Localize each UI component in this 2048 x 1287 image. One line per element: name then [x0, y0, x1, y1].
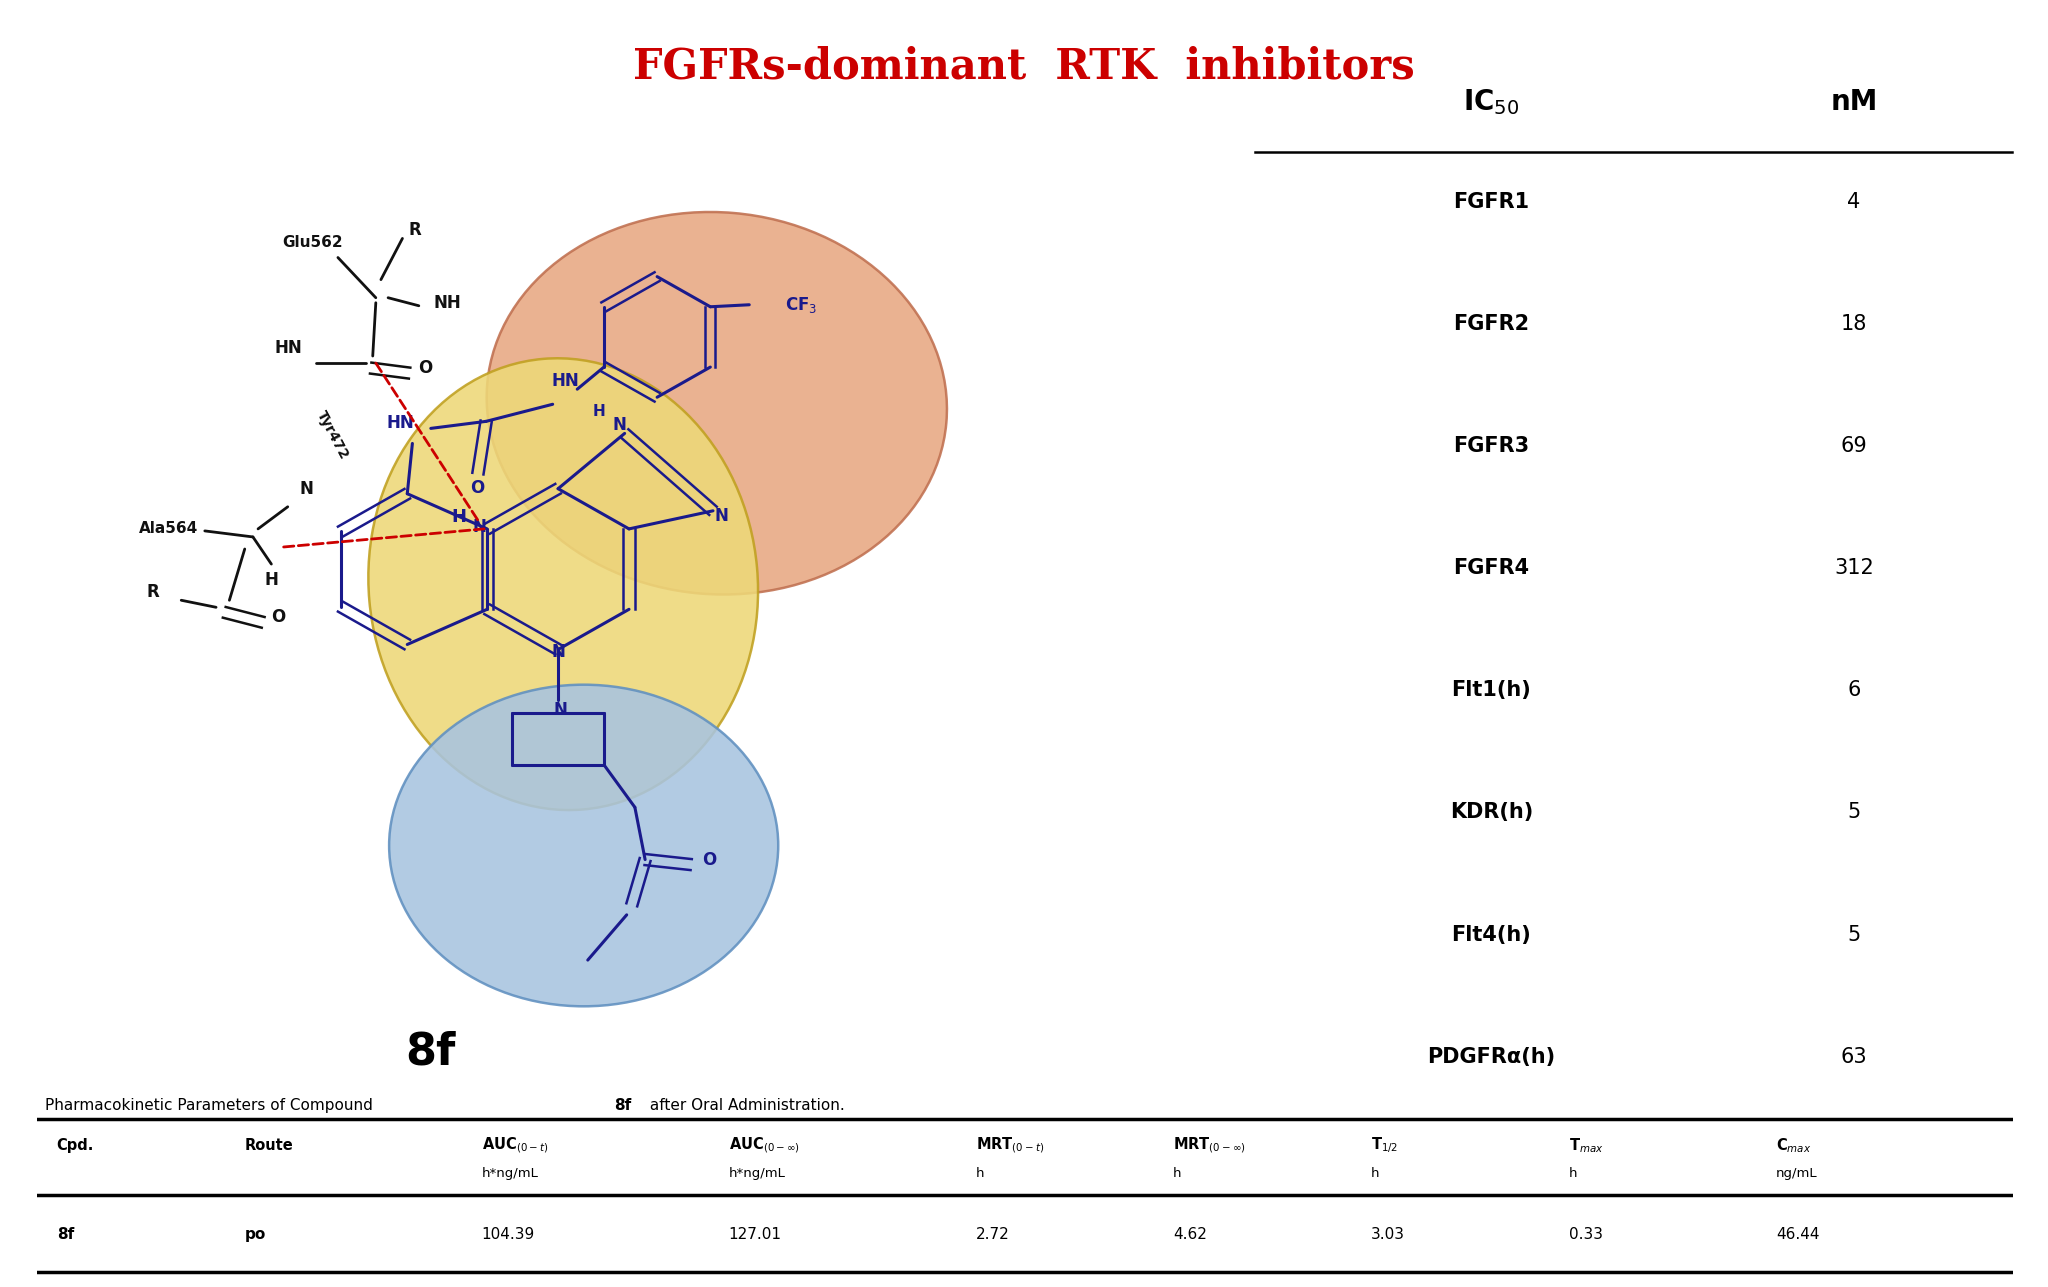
Text: O: O [418, 359, 432, 377]
Text: N: N [471, 517, 485, 535]
Text: 312: 312 [1835, 559, 1874, 578]
Text: N: N [551, 642, 565, 660]
Text: FGFR3: FGFR3 [1454, 436, 1530, 457]
Text: FGFR1: FGFR1 [1454, 192, 1530, 212]
Text: AUC$_{(0-t)}$: AUC$_{(0-t)}$ [481, 1135, 547, 1156]
Text: h: h [1370, 1167, 1380, 1180]
Text: 18: 18 [1841, 314, 1868, 335]
Text: 8f: 8f [406, 1030, 455, 1073]
Text: Flt1(h): Flt1(h) [1452, 681, 1532, 700]
Text: h: h [1174, 1167, 1182, 1180]
Text: 63: 63 [1841, 1046, 1868, 1067]
Text: Ala564: Ala564 [139, 521, 199, 537]
Text: h: h [1569, 1167, 1577, 1180]
Text: C$_{max}$: C$_{max}$ [1776, 1136, 1810, 1154]
Text: h*ng/mL: h*ng/mL [481, 1167, 539, 1180]
Text: after Oral Administration.: after Oral Administration. [645, 1098, 846, 1113]
Ellipse shape [389, 685, 778, 1006]
Text: h: h [975, 1167, 985, 1180]
Text: O: O [272, 609, 285, 627]
Text: T$_{1/2}$: T$_{1/2}$ [1370, 1135, 1399, 1156]
Text: N: N [553, 701, 567, 719]
Text: T$_{max}$: T$_{max}$ [1569, 1136, 1604, 1154]
Text: H: H [451, 508, 467, 526]
Text: po: po [244, 1227, 266, 1242]
Text: R: R [408, 221, 422, 239]
Text: nM: nM [1831, 88, 1878, 116]
Text: 6: 6 [1847, 681, 1862, 700]
Text: N: N [299, 480, 313, 498]
Text: N: N [715, 507, 729, 525]
Text: NH: NH [434, 293, 461, 311]
Text: O: O [469, 479, 483, 497]
Text: Tyr472: Tyr472 [313, 409, 352, 462]
Text: 5: 5 [1847, 924, 1862, 945]
Text: 46.44: 46.44 [1776, 1227, 1819, 1242]
Text: MRT$_{(0-\infty)}$: MRT$_{(0-\infty)}$ [1174, 1135, 1245, 1156]
Text: FGFR4: FGFR4 [1454, 559, 1530, 578]
Text: N: N [612, 417, 627, 435]
Text: CF$_3$: CF$_3$ [784, 295, 817, 315]
Text: Route: Route [244, 1138, 293, 1153]
Text: R: R [145, 583, 160, 601]
Text: 2.72: 2.72 [975, 1227, 1010, 1242]
Text: HN: HN [274, 338, 303, 356]
Text: 8f: 8f [57, 1227, 74, 1242]
Text: 5: 5 [1847, 803, 1862, 822]
Text: H: H [264, 571, 279, 589]
Text: 8f: 8f [614, 1098, 631, 1113]
Text: Pharmacokinetic Parameters of Compound: Pharmacokinetic Parameters of Compound [45, 1098, 377, 1113]
Text: Glu562: Glu562 [283, 236, 342, 250]
Text: 4: 4 [1847, 192, 1862, 212]
Text: 104.39: 104.39 [481, 1227, 535, 1242]
Text: 69: 69 [1841, 436, 1868, 457]
Text: Cpd.: Cpd. [57, 1138, 94, 1153]
Text: Flt4(h): Flt4(h) [1452, 924, 1532, 945]
Text: 127.01: 127.01 [729, 1227, 782, 1242]
Text: PDGFRα(h): PDGFRα(h) [1427, 1046, 1554, 1067]
Text: ng/mL: ng/mL [1776, 1167, 1819, 1180]
Text: 3.03: 3.03 [1370, 1227, 1405, 1242]
Text: KDR(h): KDR(h) [1450, 803, 1534, 822]
Ellipse shape [369, 358, 758, 810]
Text: O: O [702, 851, 717, 869]
Text: FGFRs-dominant  RTK  inhibitors: FGFRs-dominant RTK inhibitors [633, 45, 1415, 88]
Text: IC$_{50}$: IC$_{50}$ [1462, 86, 1520, 117]
Text: 4.62: 4.62 [1174, 1227, 1206, 1242]
Text: h*ng/mL: h*ng/mL [729, 1167, 786, 1180]
Text: AUC$_{(0-\infty)}$: AUC$_{(0-\infty)}$ [729, 1135, 799, 1156]
Text: MRT$_{(0-t)}$: MRT$_{(0-t)}$ [975, 1135, 1044, 1156]
Text: HN: HN [387, 414, 414, 432]
Ellipse shape [487, 212, 946, 595]
Text: HN: HN [551, 372, 580, 390]
Text: H: H [592, 404, 606, 418]
Text: FGFR2: FGFR2 [1454, 314, 1530, 335]
Text: 0.33: 0.33 [1569, 1227, 1602, 1242]
